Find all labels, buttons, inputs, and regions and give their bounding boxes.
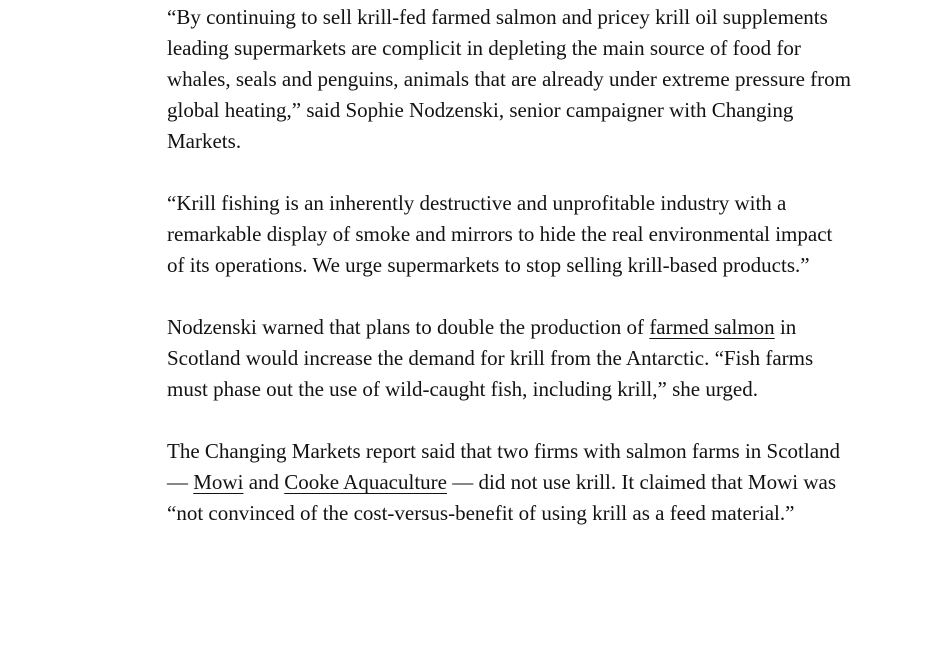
- inline-link[interactable]: farmed salmon: [649, 315, 775, 339]
- paragraph-text: “Krill fishing is an inherently destruct…: [167, 191, 833, 277]
- article-paragraph: “By continuing to sell krill-fed farmed …: [167, 2, 851, 157]
- paragraph-text: and: [243, 470, 285, 494]
- paragraph-text: in Scotland would increase the demand fo…: [167, 315, 814, 401]
- paragraph-text: Nodzenski warned that plans to double th…: [167, 315, 650, 339]
- inline-link[interactable]: Cooke Aquaculture: [284, 470, 447, 494]
- article-paragraph: “Krill fishing is an inherently destruct…: [167, 188, 851, 281]
- article-paragraph: The Changing Markets report said that tw…: [167, 436, 851, 529]
- inline-link[interactable]: Mowi: [193, 470, 244, 494]
- paragraph-text: The Changing Markets report said that tw…: [167, 439, 841, 494]
- article-body: “By continuing to sell krill-fed farmed …: [167, 2, 851, 529]
- paragraph-text: — did not use krill. It claimed that Mow…: [167, 470, 837, 525]
- paragraph-text: “By continuing to sell krill-fed farmed …: [167, 5, 851, 153]
- article-paragraph: Nodzenski warned that plans to double th…: [167, 312, 851, 405]
